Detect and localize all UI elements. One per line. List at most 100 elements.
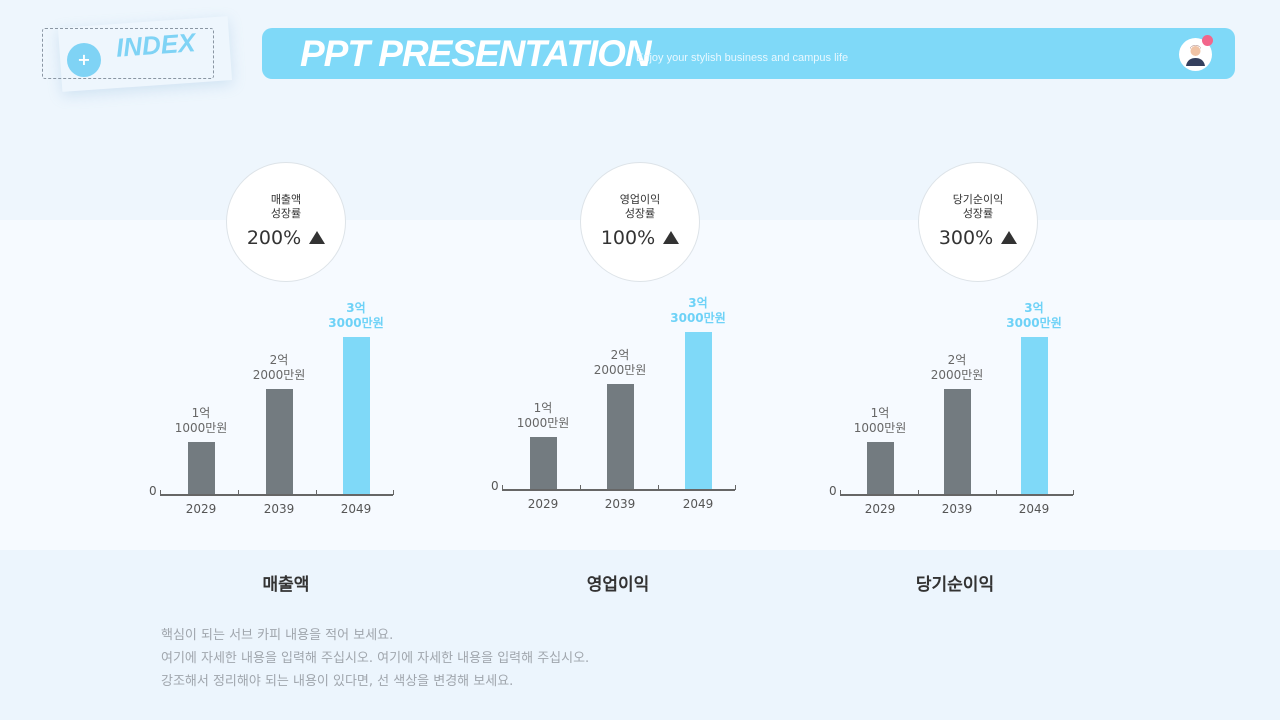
growth-value: 300% [919, 227, 1037, 249]
index-label[interactable]: INDEX [115, 27, 197, 63]
bar [1020, 337, 1048, 494]
axis-tick [393, 490, 394, 495]
data-label-line: 3억 [688, 296, 708, 310]
x-tick-label: 2039 [941, 502, 973, 516]
growth-percent: 300% [938, 227, 994, 249]
bar [866, 441, 894, 494]
triangle-up-icon [663, 231, 680, 244]
chart-title: 매출액 [262, 575, 310, 595]
data-label-line: 3000만원 [1006, 316, 1062, 330]
axis-tick [658, 485, 659, 490]
user-avatar-icon[interactable] [1179, 38, 1212, 71]
growth-circle: 당기순이익 성장률 300% [918, 162, 1038, 282]
data-label-line: 1억 [533, 400, 553, 415]
data-label-line: 3000만원 [328, 316, 384, 330]
growth-label-line: 매출액 [270, 193, 302, 206]
data-label: 1억 1000만원 [498, 401, 588, 431]
header-bar: PPT PRESENTATION Enjoy your stylish busi… [262, 28, 1235, 79]
growth-label: 당기순이익 성장률 [919, 193, 1037, 221]
axis-tick [918, 490, 919, 495]
growth-circle: 영업이익 성장률 100% [580, 162, 700, 282]
bar [529, 436, 557, 489]
data-label: 3억 3000만원 [311, 301, 401, 331]
chart-title: 영업이익 [586, 575, 650, 595]
data-label-line: 1000만원 [853, 420, 907, 435]
axis-tick [735, 485, 736, 490]
axis-tick [996, 490, 997, 495]
description: 핵심이 되는 서브 카피 내용을 적어 보세요. 여기에 자세한 내용을 입력해… [161, 624, 589, 693]
x-tick-label: 2039 [263, 502, 295, 516]
growth-label: 매출액 성장률 [227, 193, 345, 221]
y-tick-label: 0 [829, 484, 837, 498]
data-label-line: 1000만원 [516, 415, 570, 430]
data-label: 2억 2000만원 [912, 353, 1002, 383]
data-label: 1억 1000만원 [835, 406, 925, 436]
axis-tick [580, 485, 581, 490]
y-tick-label: 0 [491, 479, 499, 493]
bar [606, 384, 634, 489]
x-axis [840, 494, 1073, 496]
growth-label-line: 성장률 [624, 207, 656, 220]
data-label: 3억 3000만원 [989, 301, 1079, 331]
data-label: 2억 2000만원 [234, 353, 324, 383]
page-subtitle: Enjoy your stylish business and campus l… [636, 52, 849, 64]
x-tick-label: 2049 [340, 502, 372, 516]
bar [943, 389, 971, 494]
growth-label: 영업이익 성장률 [581, 193, 699, 221]
growth-value: 100% [581, 227, 699, 249]
axis-tick [502, 485, 503, 490]
data-label-line: 1000만원 [174, 420, 228, 435]
data-label-line: 3억 [1024, 301, 1044, 315]
notification-dot [1202, 35, 1213, 46]
axis-tick [316, 490, 317, 495]
data-label-line: 2억 [269, 353, 289, 368]
data-label-line: 3억 [346, 301, 366, 315]
data-label: 3억 3000만원 [653, 296, 743, 326]
x-tick-label: 2029 [527, 497, 559, 511]
growth-percent: 100% [600, 227, 656, 249]
plus-icon[interactable]: + [67, 43, 101, 77]
growth-percent: 200% [246, 227, 302, 249]
growth-label-line: 성장률 [962, 207, 994, 220]
bar [187, 441, 215, 494]
data-label: 1억 1000만원 [156, 406, 246, 436]
triangle-up-icon [309, 231, 326, 244]
growth-value: 200% [227, 227, 345, 249]
data-label-line: 2000만원 [930, 368, 984, 383]
bar [265, 389, 293, 494]
description-area [0, 550, 1280, 720]
chart-title: 당기순이익 [915, 575, 995, 595]
data-label-line: 2억 [610, 348, 630, 363]
data-label-line: 3000만원 [670, 311, 726, 325]
x-tick-label: 2049 [1018, 502, 1050, 516]
triangle-up-icon [1001, 231, 1018, 244]
x-tick-label: 2029 [864, 502, 896, 516]
growth-label-line: 성장률 [270, 207, 302, 220]
growth-label-line: 영업이익 [619, 193, 661, 206]
x-axis [160, 494, 393, 496]
bar [342, 337, 370, 494]
description-line: 여기에 자세한 내용을 입력해 주십시오. 여기에 자세한 내용을 입력해 주십… [161, 651, 590, 666]
growth-circle: 매출액 성장률 200% [226, 162, 346, 282]
axis-tick [1073, 490, 1074, 495]
description-line: 핵심이 되는 서브 카피 내용을 적어 보세요. [161, 628, 394, 643]
growth-label-line: 당기순이익 [952, 193, 1004, 206]
data-label-line: 1억 [870, 405, 890, 420]
description-line: 강조해서 정리해야 되는 내용이 있다면, 선 색상을 변경해 보세요. [161, 674, 514, 689]
data-label-line: 1억 [191, 405, 211, 420]
axis-tick [840, 490, 841, 495]
data-label-line: 2억 [947, 353, 967, 368]
x-tick-label: 2039 [604, 497, 636, 511]
data-label-line: 2000만원 [252, 368, 306, 383]
y-tick-label: 0 [149, 484, 157, 498]
bar [684, 332, 712, 489]
axis-tick [238, 490, 239, 495]
axis-tick [160, 490, 161, 495]
x-tick-label: 2029 [185, 502, 217, 516]
data-label-line: 2000만원 [593, 363, 647, 378]
data-label: 2억 2000만원 [575, 348, 665, 378]
x-axis [502, 489, 735, 491]
index-frame [42, 28, 214, 79]
page-title: PPT PRESENTATION [300, 33, 652, 74]
x-tick-label: 2049 [682, 497, 714, 511]
